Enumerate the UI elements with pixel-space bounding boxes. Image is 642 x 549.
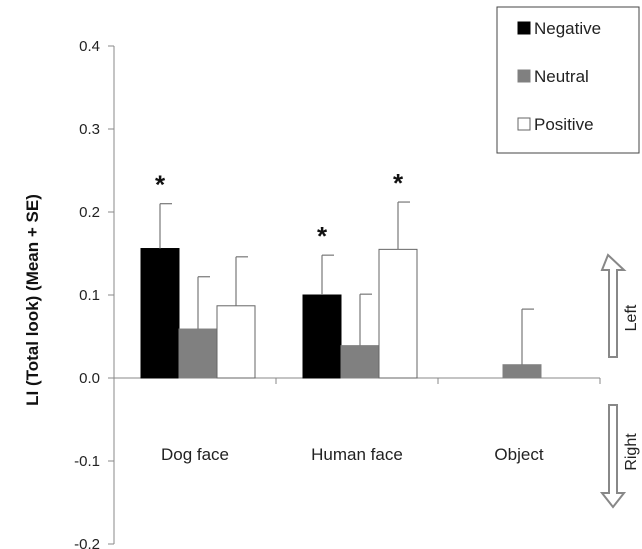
legend-swatch-positive xyxy=(517,117,531,131)
bars xyxy=(140,248,542,379)
side-label-right: Right xyxy=(623,433,640,471)
legend-label: Negative xyxy=(534,19,601,38)
down-arrow-icon xyxy=(599,404,627,509)
side-label-left: Left xyxy=(623,304,640,331)
bar-neutral-2 xyxy=(502,364,542,379)
category-label: Dog face xyxy=(161,445,229,464)
legend-label: Positive xyxy=(534,115,594,134)
up-arrow-icon xyxy=(600,253,627,358)
category-label: Human face xyxy=(311,445,403,464)
bar-neutral-1 xyxy=(340,345,380,379)
y-tick-label: -0.2 xyxy=(74,536,100,549)
side-indicators: Left Right xyxy=(599,253,640,509)
bar-positive-0 xyxy=(216,305,256,379)
category-label: Object xyxy=(494,445,543,464)
legend-swatch-neutral xyxy=(517,69,531,83)
bar-negative-0 xyxy=(140,248,180,379)
bar-positive-1 xyxy=(378,248,418,379)
y-tick-label: 0.0 xyxy=(79,370,100,387)
significance-star: * xyxy=(155,170,166,200)
y-tick-label: -0.1 xyxy=(74,453,100,470)
significance-star: * xyxy=(393,168,404,198)
y-tick-label: 0.2 xyxy=(79,204,100,221)
significance-markers: * * * xyxy=(155,168,404,251)
significance-star: * xyxy=(317,221,328,251)
error-bars xyxy=(159,201,534,365)
bar-negative-1 xyxy=(302,294,342,379)
y-tick-label: 0.3 xyxy=(79,121,100,138)
legend-label: Neutral xyxy=(534,67,589,86)
y-axis-label: LI (Total look) (Mean + SE) xyxy=(23,194,42,406)
y-tick-label: 0.1 xyxy=(79,287,100,304)
y-tick-label: 0.4 xyxy=(79,38,100,55)
y-axis: 0.4 0.3 0.2 0.1 0.0 -0.1 -0.2 xyxy=(74,38,115,549)
category-labels: Dog face Human face Object xyxy=(161,445,544,464)
bar-neutral-0 xyxy=(178,328,218,379)
legend: Negative Neutral Positive xyxy=(496,6,640,154)
x-axis xyxy=(114,377,601,384)
legend-swatch-negative xyxy=(517,21,531,35)
